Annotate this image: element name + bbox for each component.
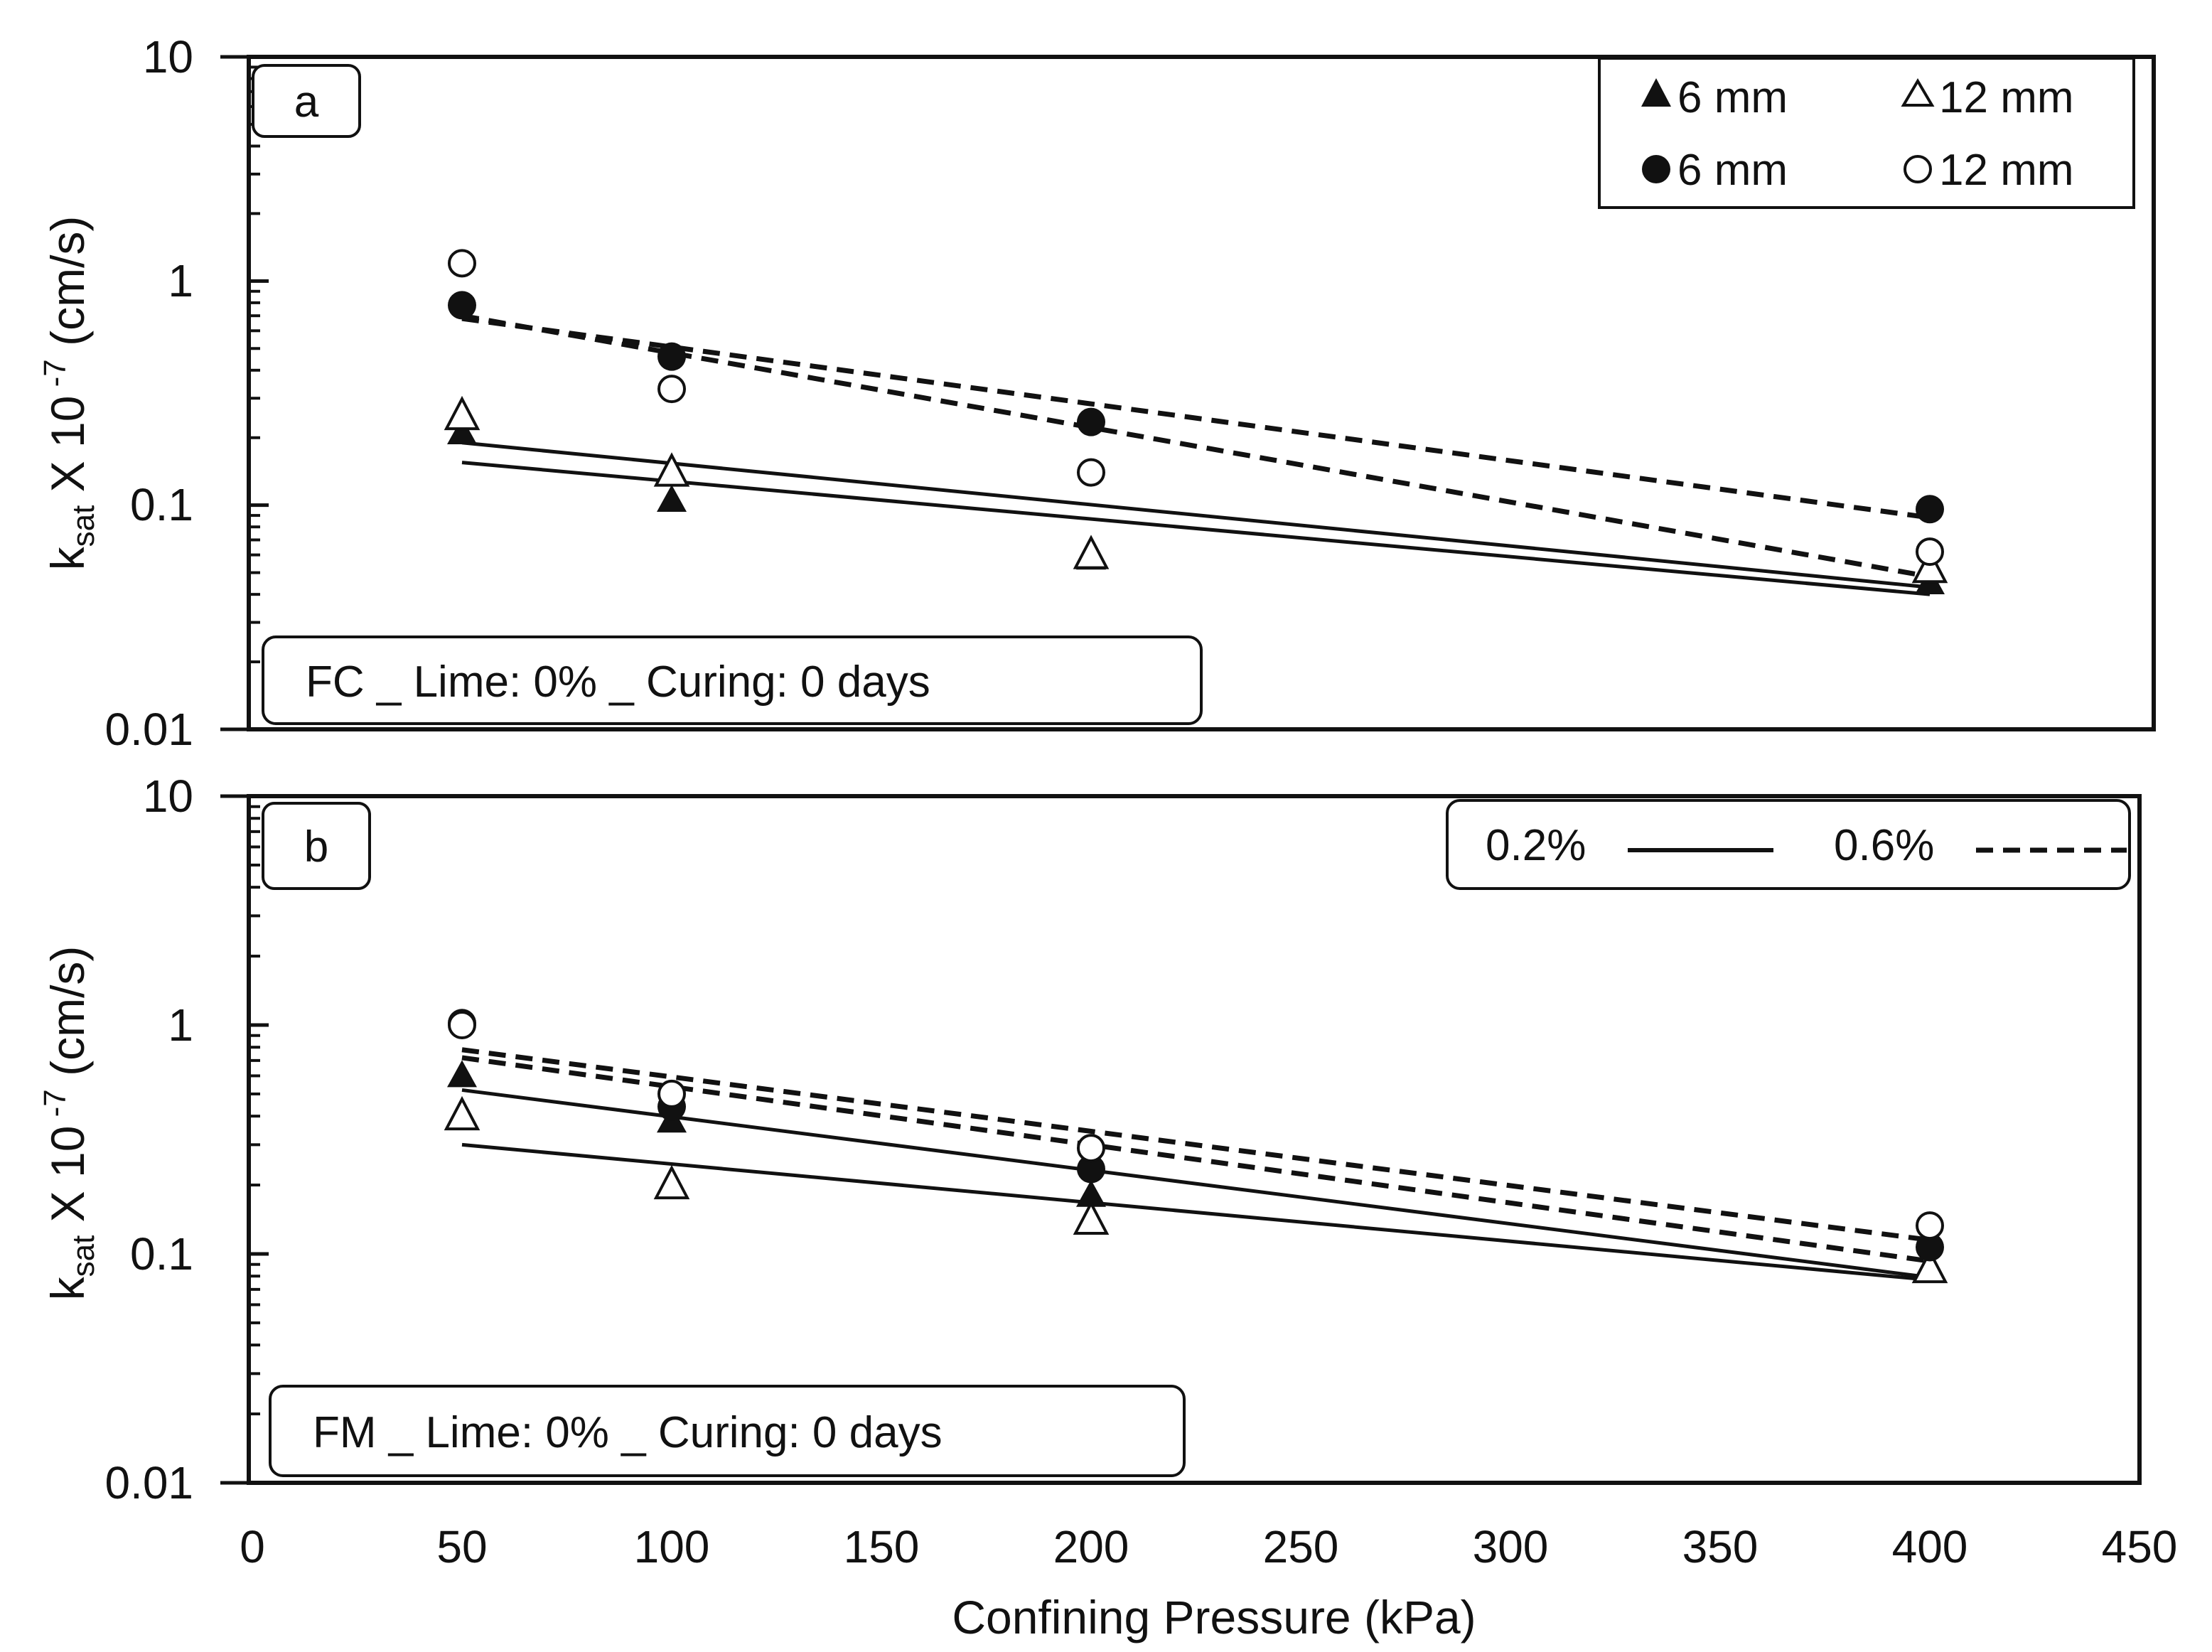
x-tick-label: 250 [1263, 1521, 1339, 1572]
panel-b-x-tick-labels: 0 50 100 150 200 250 300 350 400 450 [240, 1521, 2177, 1572]
open-triangle-data-point [653, 452, 690, 487]
solid-trendline [461, 441, 1931, 589]
x-tick-label: 150 [844, 1521, 920, 1572]
filled-triangle-data-point [447, 417, 477, 445]
y-tick-label: 0.01 [104, 1457, 193, 1508]
panel-a-y-tick-labels: 10 1 0.1 0.01 [104, 31, 193, 755]
x-axis-title: Confining Pressure (kPa) [952, 1591, 1476, 1643]
y-tick-label: 0.1 [130, 479, 193, 530]
x-tick-label: 100 [634, 1521, 710, 1572]
legend-filled-triangle-marker [1641, 78, 1671, 107]
panel-label: a [294, 77, 319, 127]
open-circle-data-point [1916, 537, 1944, 567]
panel-a-y-axis-title: ksat X 10 -7 (cm/s) [38, 216, 101, 571]
open-circle-data-point [1916, 1211, 1944, 1240]
open-circle-data-point [448, 1011, 476, 1039]
panel-a-label-box: a [252, 64, 361, 138]
legend-label: 0.2% [1486, 821, 1586, 870]
panel-b-plot-frame [247, 794, 2142, 1485]
legend-open-triangle-marker [1901, 78, 1935, 107]
filled-circle-data-point [1916, 495, 1944, 524]
open-triangle-data-point [444, 1095, 480, 1131]
panel-b-trendlines [461, 1047, 1931, 1282]
legend-filled-circle-marker [1642, 155, 1670, 183]
filled-triangle-data-point [447, 1060, 477, 1088]
legend-label: 12 mm [1939, 73, 2073, 122]
y-tick-label: 0.1 [130, 1228, 193, 1280]
open-triangle-data-point [653, 1164, 690, 1200]
open-circle-data-point [1077, 1134, 1105, 1163]
panel-a-annotation: FC _ Lime: 0% _ Curing: 0 days [306, 658, 930, 707]
dashed-trendline [461, 1047, 1931, 1243]
open-triangle-data-point [1073, 535, 1110, 569]
panel-b-y-axis-title: ksat X 10 -7 (cm/s) [38, 946, 101, 1301]
panel-b-y-tick-labels: 10 1 0.1 0.01 [104, 771, 193, 1508]
y-tick-label: 10 [143, 771, 193, 822]
dashed-trendline [461, 313, 1931, 579]
legend-label: 6 mm [1677, 146, 1788, 195]
open-triangle-data-point [444, 395, 480, 431]
panel-a-legend: 6 mm 12 mm 6 mm 12 mm [1598, 57, 2135, 209]
panel-label: b [304, 822, 328, 871]
panel-label-frame [262, 802, 371, 890]
filled-circle-data-point [1077, 407, 1105, 436]
filled-triangle-data-point [1076, 1179, 1106, 1207]
panel-a: 10 1 0.1 0.01 ksat X 10 -7 (cm/s) a FC _… [38, 31, 2156, 755]
legend-open-circle-marker [1904, 155, 1932, 183]
x-tick-label: 0 [240, 1521, 265, 1572]
solid-trendline [461, 1142, 1931, 1282]
x-tick-label: 400 [1892, 1521, 1968, 1572]
panel-b-label-box: b [262, 802, 371, 890]
legend-label: 12 mm [1939, 146, 2073, 195]
dashed-trendline [461, 316, 1931, 520]
panel-b-legend: 0.2% 0.6% [1446, 799, 2131, 890]
x-tick-label: 300 [1473, 1521, 1549, 1572]
y-tick-label: 1 [168, 255, 193, 306]
panel-b-annotation: FM _ Lime: 0% _ Curing: 0 days [313, 1408, 943, 1457]
legend-label: 0.6% [1834, 821, 1934, 870]
legend-frame [1598, 57, 2135, 209]
x-tick-label: 50 [436, 1521, 487, 1572]
solid-trendline [461, 461, 1931, 596]
y-tick-label: 10 [143, 31, 193, 82]
open-circle-data-point [448, 249, 476, 278]
open-circle-data-point [1077, 458, 1105, 487]
panel-a-trendlines [461, 313, 1931, 596]
y-tick-label: 0.01 [104, 704, 193, 755]
y-tick-label: 1 [168, 999, 193, 1051]
filled-triangle-data-point [657, 484, 687, 512]
panel-b-data-points [444, 1009, 1948, 1284]
x-tick-label: 350 [1682, 1521, 1759, 1572]
open-triangle-data-point [1073, 1200, 1110, 1235]
filled-circle-data-point [1077, 1154, 1105, 1184]
annotation-frame [269, 1385, 1186, 1477]
dashed-trendline [461, 1055, 1931, 1264]
panel-b-annotation-box: FM _ Lime: 0% _ Curing: 0 days [269, 1385, 1186, 1477]
annotation-frame [262, 635, 1203, 725]
panel-label-frame [252, 64, 361, 138]
solid-trendline [461, 1088, 1931, 1280]
open-triangle-data-point [1911, 548, 1948, 584]
x-tick-label: 450 [2102, 1521, 2178, 1572]
panel-b: 10 1 0.1 0.01 0 50 100 150 200 250 300 3… [38, 771, 2177, 1643]
legend-frame [1446, 799, 2131, 890]
open-circle-data-point [657, 1079, 686, 1108]
filled-circle-data-point [1916, 1233, 1944, 1262]
open-circle-data-point [657, 375, 686, 404]
panel-a-data-points [444, 249, 1948, 595]
panel-a-annotation-box: FC _ Lime: 0% _ Curing: 0 days [262, 635, 1203, 725]
filled-circle-data-point [657, 342, 686, 371]
filled-circle-data-point [448, 291, 476, 320]
x-tick-label: 200 [1053, 1521, 1129, 1572]
legend-label: 6 mm [1677, 73, 1788, 122]
panel-a-plot-frame [247, 55, 2156, 731]
open-triangle-data-point [1911, 1248, 1948, 1284]
